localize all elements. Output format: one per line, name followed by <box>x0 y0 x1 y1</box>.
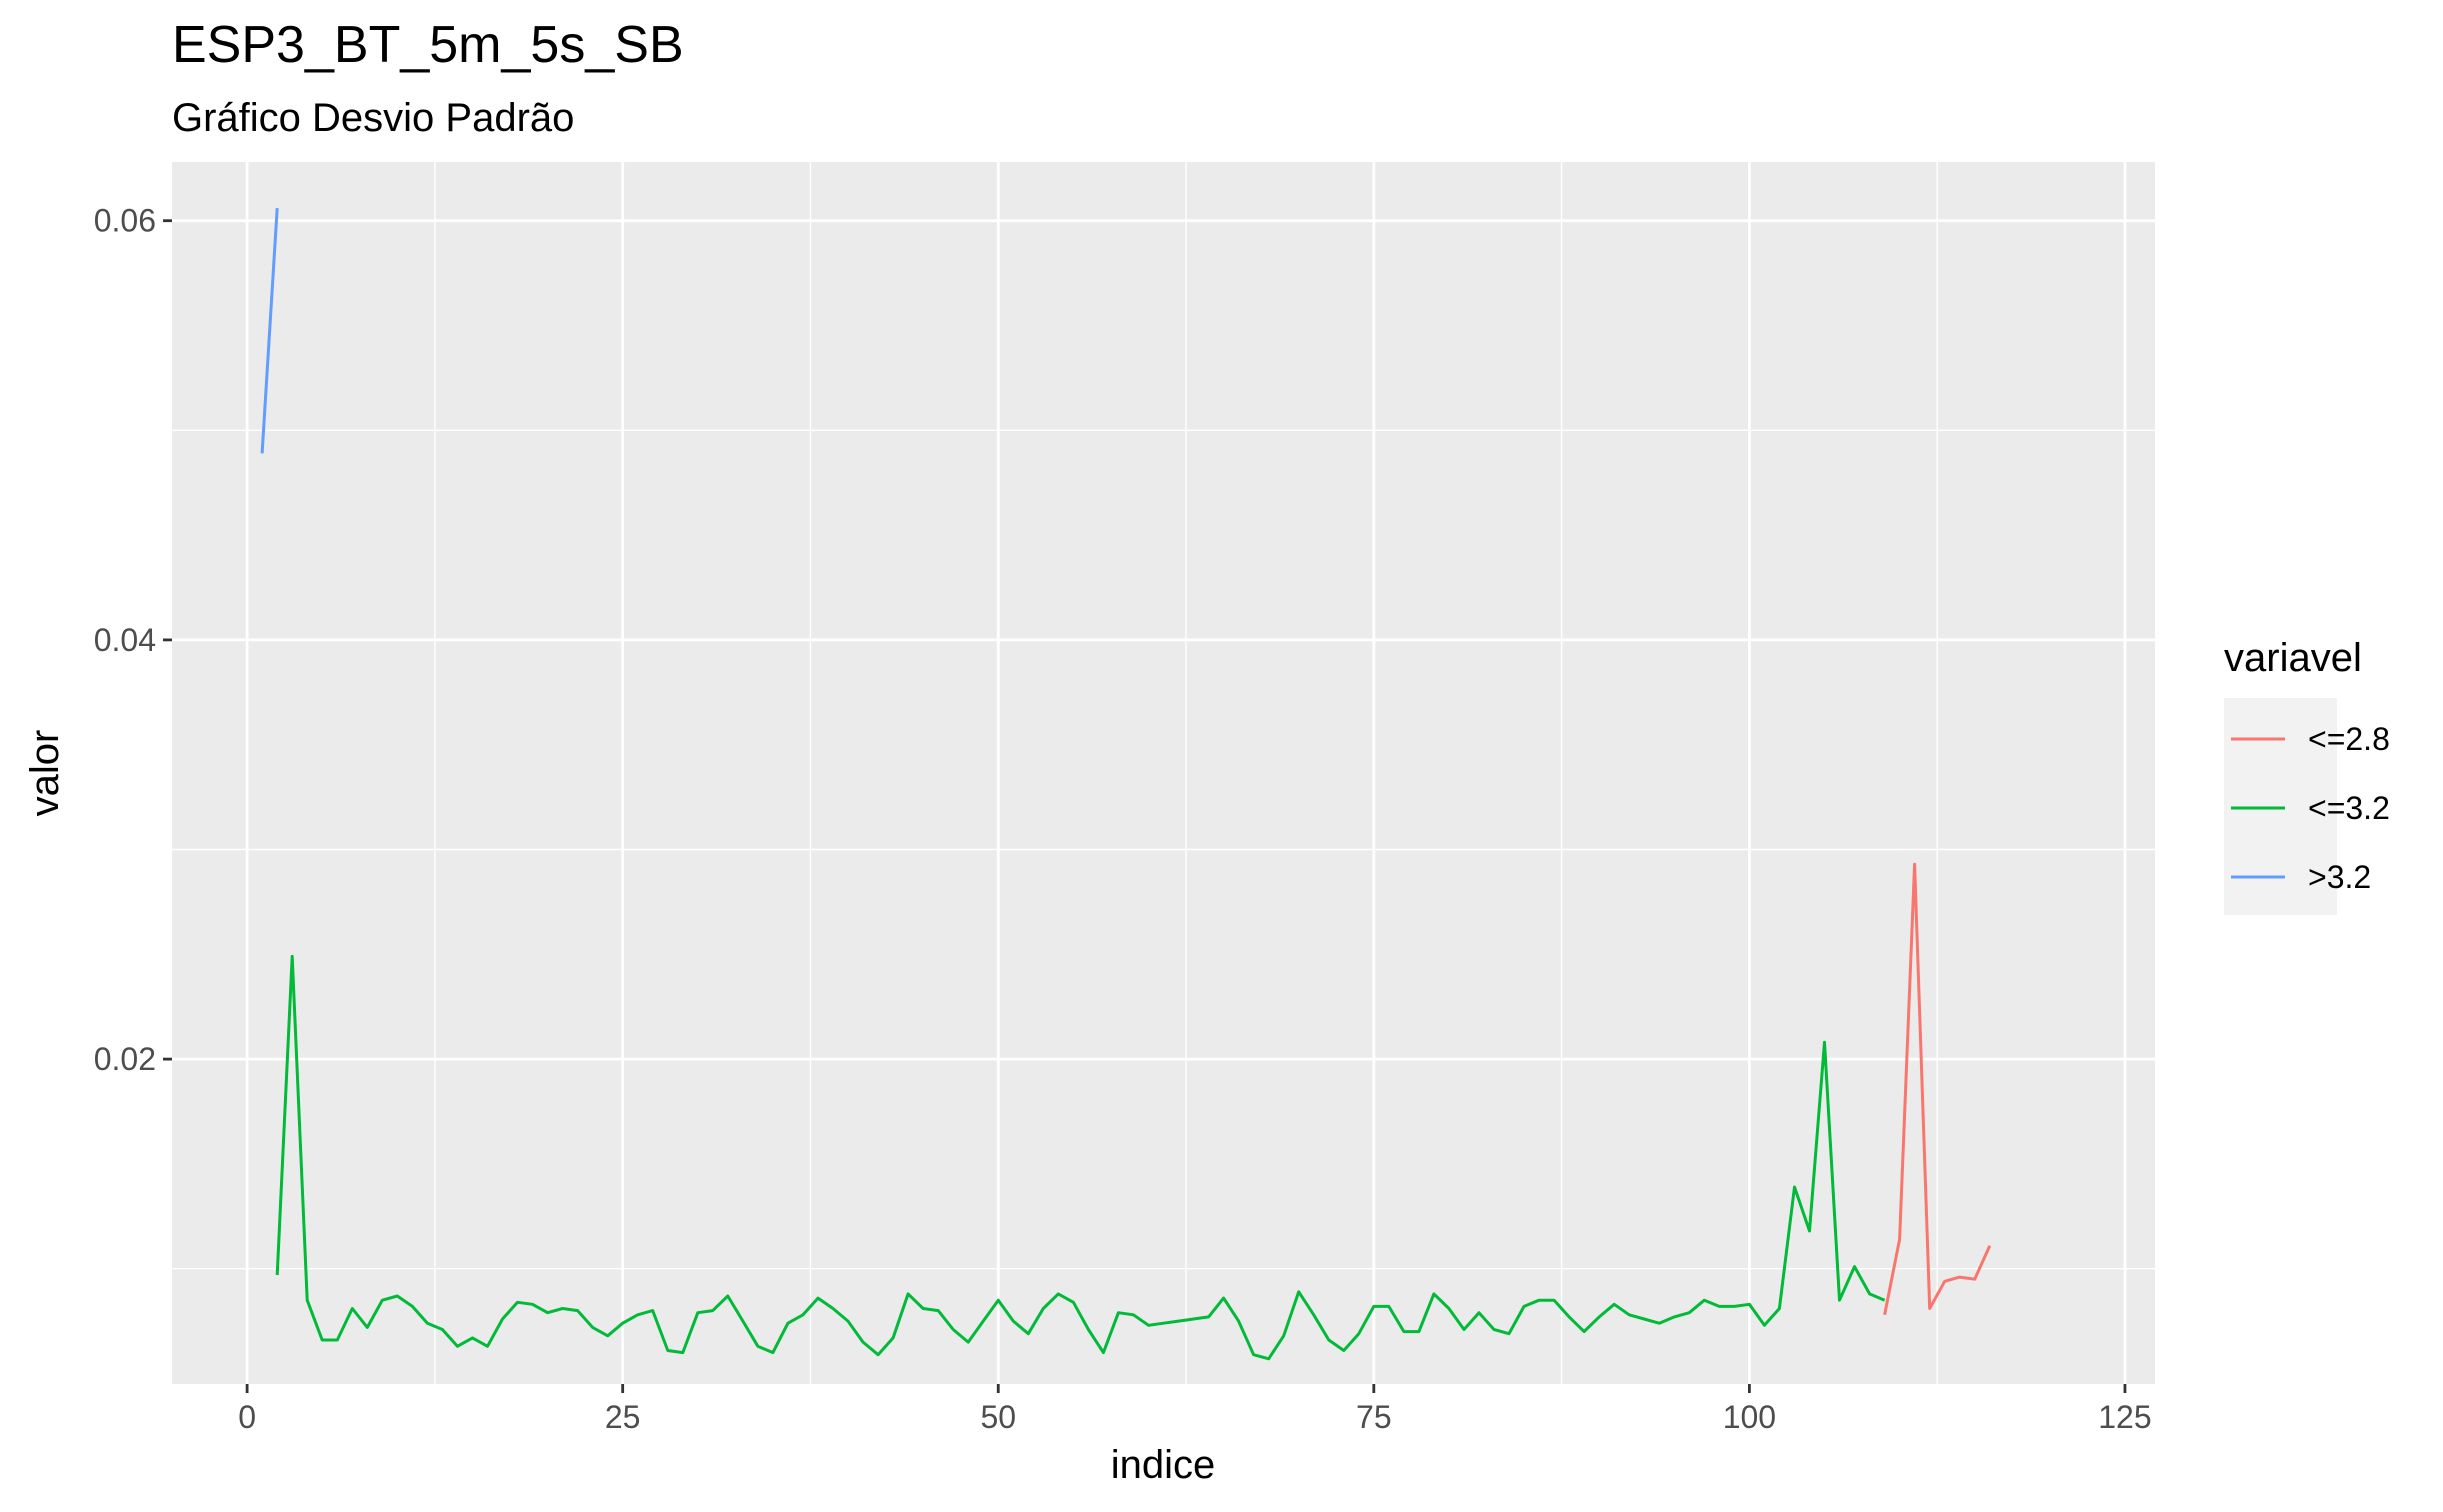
y-axis-title: valor <box>23 730 67 817</box>
series-line <box>275 954 1886 1361</box>
legend-title: variavel <box>2224 636 2362 680</box>
series-lines <box>260 208 1992 1361</box>
series-line <box>1883 862 1992 1316</box>
axis-ticks: 0 25 50 75 100 125 0.02 0.04 0.06 <box>94 203 2152 1435</box>
y-tick-label: 0.06 <box>94 203 156 239</box>
legend-label: <=3.2 <box>2308 790 2390 826</box>
x-tick-label: 75 <box>1356 1399 1392 1435</box>
legend: variavel <=2.8 <=3.2 >3.2 <box>2224 636 2390 915</box>
series-line <box>260 208 279 454</box>
x-tick-label: 125 <box>2098 1399 2151 1435</box>
x-tick-label: 0 <box>238 1399 256 1435</box>
plot-panel <box>172 162 2155 1384</box>
chart-subtitle: Gráfico Desvio Padrão <box>172 96 574 140</box>
x-tick-label: 50 <box>980 1399 1016 1435</box>
y-tick-label: 0.02 <box>94 1041 156 1077</box>
legend-label: <=2.8 <box>2308 721 2390 757</box>
x-axis-title: indice <box>1111 1443 1216 1487</box>
minor-gridlines <box>172 162 2155 1384</box>
y-tick-label: 0.04 <box>94 622 156 658</box>
x-tick-label: 25 <box>605 1399 641 1435</box>
legend-label: >3.2 <box>2308 859 2371 895</box>
chart-title: ESP3_BT_5m_5s_SB <box>172 16 684 74</box>
x-tick-label: 100 <box>1723 1399 1776 1435</box>
